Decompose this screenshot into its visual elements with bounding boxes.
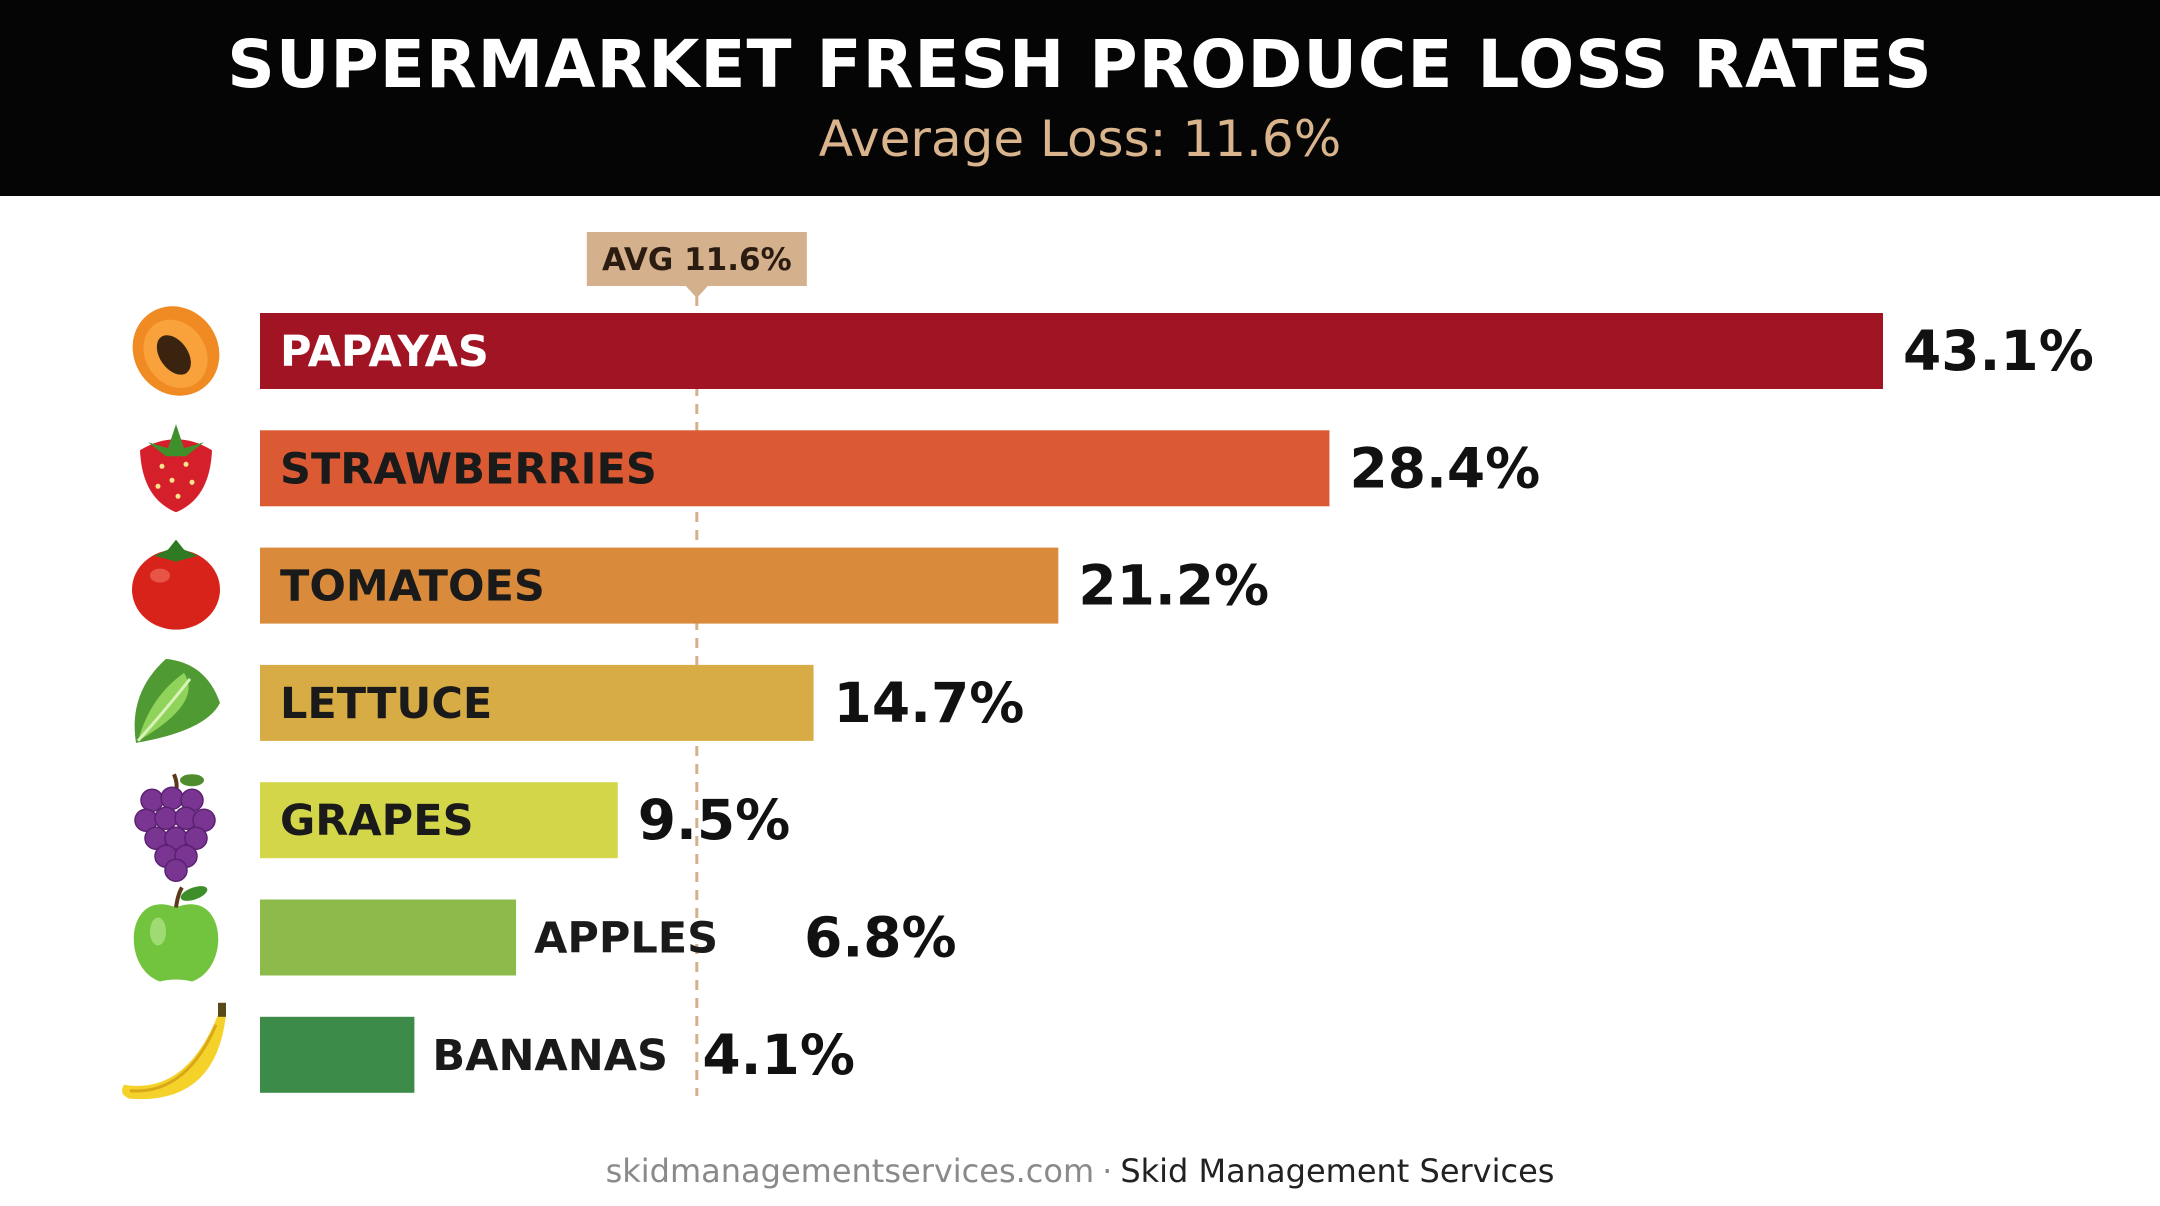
tomato-icon — [132, 539, 220, 630]
bar-label-apples: APPLES — [534, 914, 718, 964]
strawberry-seed — [155, 483, 161, 489]
footer-site: skidmanagementservices.com — [605, 1152, 1095, 1190]
bar-label-lettuce: LETTUCE — [280, 679, 492, 729]
strawberry-seed — [183, 461, 189, 467]
banana-icon — [122, 1002, 226, 1100]
strawberry-leaves — [148, 424, 204, 457]
strawberry-seed — [159, 463, 165, 469]
lettuce-leaf-front — [138, 672, 189, 741]
grape — [160, 786, 184, 810]
apple-leaf — [180, 886, 208, 901]
apple-body — [133, 904, 219, 982]
average-marker-label: AVG 11.6% — [602, 242, 792, 278]
bar-apples — [260, 899, 517, 976]
banana-ridge — [129, 1024, 218, 1093]
strawberry-icon — [140, 424, 212, 513]
bar-papayas — [260, 313, 1883, 389]
grape — [154, 806, 178, 830]
value-label-strawberries: 28.4% — [1349, 436, 1540, 500]
bar-bananas — [260, 1016, 415, 1093]
strawberry-seed — [189, 479, 195, 485]
value-label-tomatoes: 21.2% — [1078, 554, 1269, 618]
bar-label-tomatoes: TOMATOES — [280, 562, 545, 612]
grapes-icon — [134, 773, 216, 882]
tomato-stem — [154, 539, 198, 562]
header-banner: SUPERMARKET FRESH PRODUCE LOSS RATES Ave… — [0, 0, 2160, 196]
tomato-highlight — [150, 568, 170, 583]
chart-title: SUPERMARKET FRESH PRODUCE LOSS RATES — [227, 26, 1933, 103]
chart-subtitle: Average Loss: 11.6% — [818, 110, 1342, 168]
tomato-body — [132, 549, 220, 630]
papaya-seeds — [156, 335, 191, 375]
value-label-grapes: 9.5% — [638, 788, 791, 852]
bar-label-papayas: PAPAYAS — [280, 327, 489, 377]
footer-company: Skid Management Services — [1120, 1152, 1555, 1190]
average-marker-box — [586, 232, 807, 286]
grapes-leaf — [180, 774, 204, 787]
grape — [140, 788, 164, 812]
apple-icon — [133, 886, 219, 982]
value-label-apples: 6.8% — [804, 906, 957, 970]
papaya-icon — [132, 306, 220, 396]
value-label-papayas: 43.1% — [1903, 319, 2094, 383]
grape — [184, 826, 208, 850]
banana-tip — [218, 1002, 226, 1017]
bar-grapes — [260, 782, 618, 859]
bar-label-bananas: BANANAS — [432, 1031, 668, 1081]
value-label-bananas: 4.1% — [702, 1023, 855, 1087]
footer-separator: · — [1102, 1152, 1113, 1190]
bar-strawberries — [260, 430, 1330, 507]
average-marker: AVG 11.6% — [586, 232, 807, 298]
apple-highlight — [150, 917, 166, 946]
value-label-lettuce: 14.7% — [834, 671, 1025, 735]
footer: skidmanagementservices.com · Skid Manageme… — [0, 1152, 2160, 1190]
strawberry-seed — [175, 493, 181, 499]
bar-tomatoes — [260, 547, 1059, 624]
apple-stem — [174, 886, 184, 908]
bar-label-grapes: GRAPES — [280, 796, 474, 846]
lettuce-icon — [134, 658, 220, 743]
grape — [164, 858, 188, 882]
average-marker-pointer — [685, 286, 708, 298]
strawberry-seed — [169, 477, 175, 483]
lettuce-vein — [136, 677, 192, 742]
bar-lettuce — [260, 664, 814, 741]
bar-label-strawberries: STRAWBERRIES — [280, 444, 657, 494]
banana-body — [122, 1011, 226, 1100]
strawberry-body — [140, 439, 212, 513]
